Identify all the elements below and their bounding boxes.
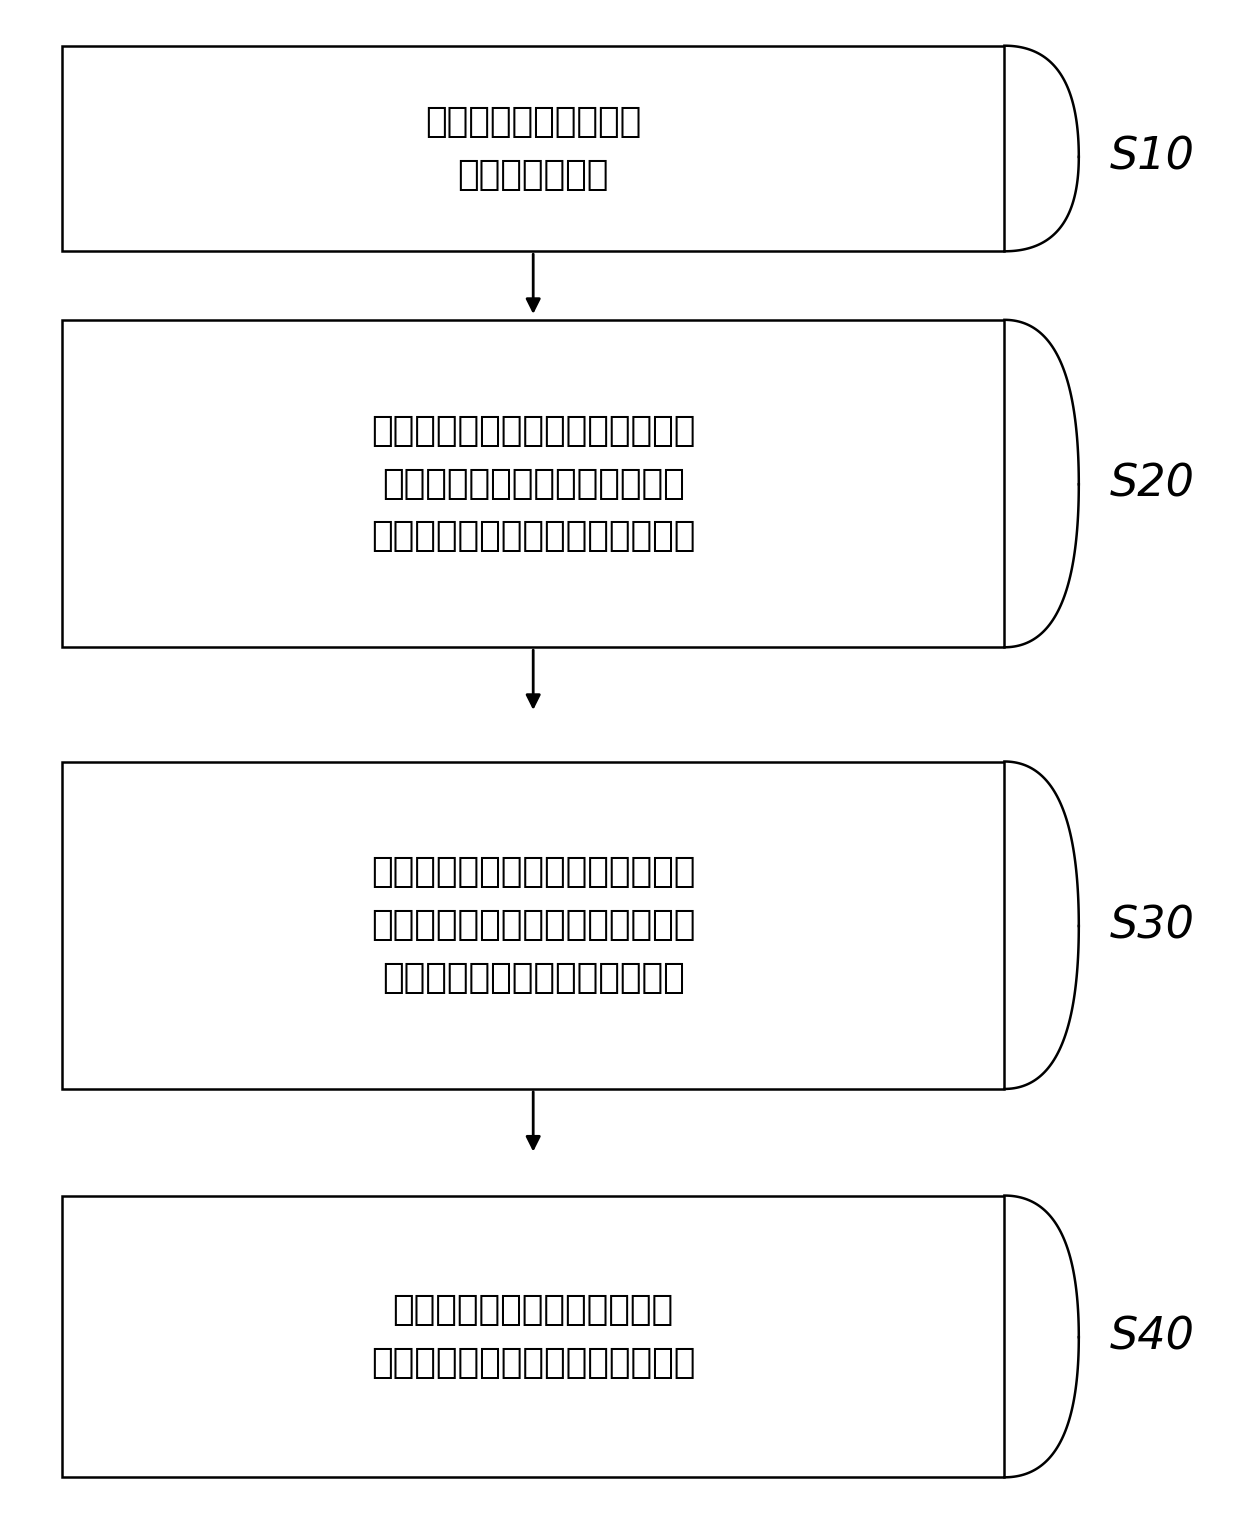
Text: 根据区域中心对共享车辆的使
用区域进行划分从而得到分区结果: 根据区域中心对共享车辆的使 用区域进行划分从而得到分区结果 (371, 1293, 696, 1380)
FancyBboxPatch shape (62, 320, 1004, 647)
FancyBboxPatch shape (62, 762, 1004, 1089)
Text: S10: S10 (1110, 136, 1195, 178)
Text: S40: S40 (1110, 1316, 1195, 1359)
Text: 得到当前全部共享车辆
位置信息的快照: 得到当前全部共享车辆 位置信息的快照 (425, 105, 641, 192)
Text: 根据快照使用预设的聚合算法对各
个车辆所在的位置进行聚合，并
根据聚合结果得到共享车辆集聚点: 根据快照使用预设的聚合算法对各 个车辆所在的位置进行聚合，并 根据聚合结果得到共… (371, 414, 696, 553)
FancyBboxPatch shape (62, 46, 1004, 251)
Text: 对各个共享车辆集聚点进行第二次
聚合，并根据聚合结果得到区域中
心，每个区域中心对应一个分区: 对各个共享车辆集聚点进行第二次 聚合，并根据聚合结果得到区域中 心，每个区域中心… (371, 856, 696, 995)
Text: S30: S30 (1110, 905, 1195, 947)
Text: S20: S20 (1110, 463, 1195, 506)
FancyBboxPatch shape (62, 1196, 1004, 1477)
